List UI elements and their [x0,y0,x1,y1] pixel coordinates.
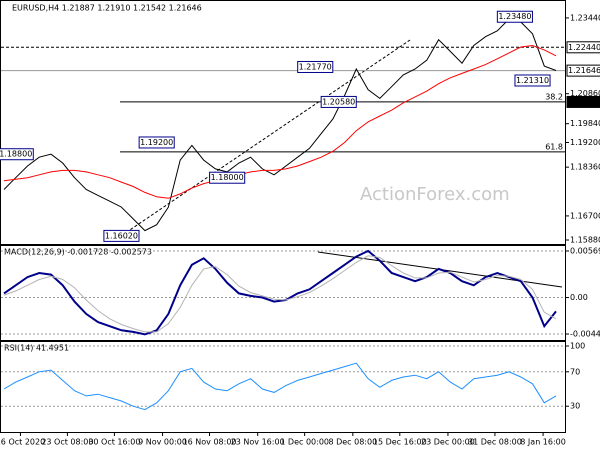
annotation-box [103,229,140,242]
y-tick-label: 1.18360 [570,163,600,172]
y-tick-label: 100 [570,342,585,351]
price-annotation: 1.18000 [211,173,244,182]
series-line [3,249,557,336]
x-tick-label: 1 Dec 00:00 [280,438,329,447]
y-tick-label: 70 [570,367,580,376]
price-title: EURUSD,H4 1.21887 1.21910 1.21542 1.2164… [12,4,202,13]
x-tick-label: 8 Jan 16:00 [520,438,566,447]
trendline [117,39,411,239]
price-annotation: 1.20580 [322,97,355,106]
y-tick-label: 1.20860 [570,89,600,98]
y-tick-label: 1.15880 [570,236,600,245]
level-label-box [566,41,600,54]
macd-frame [0,245,566,341]
annotation-box [297,60,334,73]
macd-title: MACD(12,26,9) -0.001728 -0.002573 [4,248,152,257]
watermark: ActionForex.com [360,184,510,205]
fib-label: 38.2 [545,92,563,101]
annotation-box [138,136,175,149]
level-label-box [566,64,600,77]
fib-label: 61.8 [545,142,563,151]
y-tick-label: 1.19200 [570,138,600,147]
series-line [3,44,557,199]
price-annotation: 1.23480 [498,12,531,21]
price-annotation: 1.16020 [105,231,138,240]
level-label-box [566,95,600,108]
rsi-frame [0,341,566,433]
x-tick-label: 23 Nov 16:00 [231,438,285,447]
y-tick-label: 1.19840 [570,119,600,128]
level-label: 1.22440 [568,43,600,52]
annotation-box [209,171,246,184]
price-annotation: 1.21770 [299,62,332,71]
x-tick-label: 16 Oct 2020 [0,438,45,447]
series-line [3,255,557,333]
y-tick-label: -0.00446 [570,330,600,339]
x-tick-label: 15 Dec 16:00 [373,438,427,447]
series-line [3,18,557,232]
level-label: 1.21646 [568,66,600,75]
y-tick-label: 0.00 [570,293,588,302]
series-line [3,362,557,411]
price-annotation: 1.19200 [140,138,173,147]
y-tick-label: 1.23440 [570,13,600,22]
price-annotation: 1.18800 [0,150,32,159]
price-annotation: 1.21310 [516,76,549,85]
annotation-box [0,148,34,161]
annotation-box [496,10,533,23]
x-tick-label: 9 Nov 00:00 [138,438,187,447]
y-tick-label: 30 [570,402,580,411]
y-tick-label: 1.16700 [570,211,600,220]
y-tick-label: 0.00569 [570,246,600,255]
annotation-box [514,74,551,87]
rsi-title: RSI(14) 41.4951 [4,344,69,353]
level-label: 1.20580 [568,97,600,106]
annotation-box [320,95,357,108]
x-tick-label: 8 Dec 08:00 [328,438,377,447]
x-tick-label: 30 Oct 16:00 [88,438,140,447]
price-frame [0,0,566,245]
x-tick-label: 31 Dec 08:00 [468,438,522,447]
x-tick-label: 16 Nov 08:00 [183,438,237,447]
x-tick-label: 23 Dec 00:00 [421,438,475,447]
x-tick-label: 23 Oct 08:00 [41,438,93,447]
